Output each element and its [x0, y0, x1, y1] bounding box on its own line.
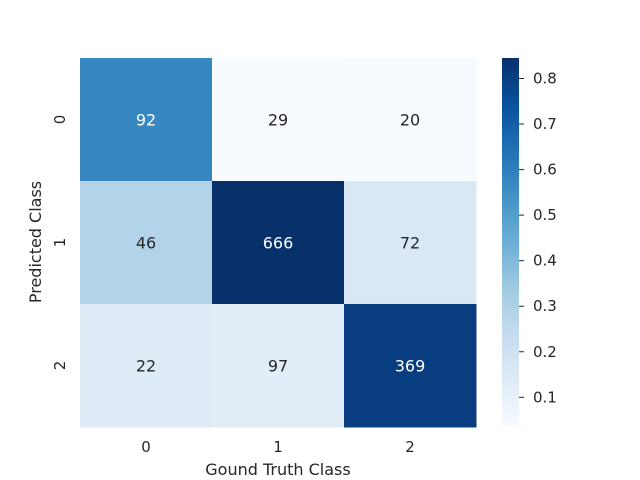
heatmap-cell	[344, 304, 477, 428]
cell-value-label: 29	[268, 111, 288, 130]
heatmap-cell	[344, 58, 477, 182]
cell-value-label: 22	[136, 357, 156, 376]
x-tick-label: 2	[405, 438, 415, 456]
cell-value-label: 97	[268, 357, 288, 376]
colorbar-tick-label: 0.4	[533, 252, 557, 270]
y-tick-label: 2	[51, 361, 69, 371]
heatmap-cells: 92 29 20 46 666 72 22 97 369	[80, 58, 477, 428]
heatmap-cell	[80, 181, 213, 305]
heatmap-cell	[344, 181, 477, 305]
heatmap-cell	[212, 58, 345, 182]
colorbar: 0.1 0.2 0.3 0.4 0.5 0.6 0.7 0.8	[502, 58, 557, 426]
y-tick-label: 0	[51, 115, 69, 125]
heatmap-cell	[80, 304, 213, 428]
cell-value-label: 666	[263, 234, 294, 253]
colorbar-tick-label: 0.7	[533, 115, 557, 133]
colorbar-tick-label: 0.1	[533, 388, 557, 406]
x-axis-label: Gound Truth Class	[205, 460, 350, 479]
heatmap-cell	[212, 304, 345, 428]
heatmap-cell	[212, 181, 345, 305]
y-axis-label: Predicted Class	[26, 181, 45, 303]
colorbar-tick-label: 0.3	[533, 297, 557, 315]
cell-value-label: 46	[136, 234, 156, 253]
x-axis-ticks: 0 1 2	[141, 438, 415, 456]
x-tick-label: 0	[141, 438, 151, 456]
colorbar-tick-label: 0.2	[533, 343, 557, 361]
heatmap-cell	[80, 58, 213, 182]
cell-value-label: 20	[400, 111, 420, 130]
cell-value-label: 72	[400, 234, 420, 253]
colorbar-tick-label: 0.8	[533, 69, 557, 87]
y-axis-ticks: 0 1 2	[51, 115, 69, 371]
x-tick-label: 1	[273, 438, 283, 456]
colorbar-tick-label: 0.6	[533, 161, 557, 179]
y-tick-label: 1	[51, 238, 69, 248]
cell-value-label: 92	[136, 111, 156, 130]
cell-value-label: 369	[395, 357, 426, 376]
colorbar-gradient	[502, 58, 519, 426]
colorbar-tick-label: 0.5	[533, 206, 557, 224]
